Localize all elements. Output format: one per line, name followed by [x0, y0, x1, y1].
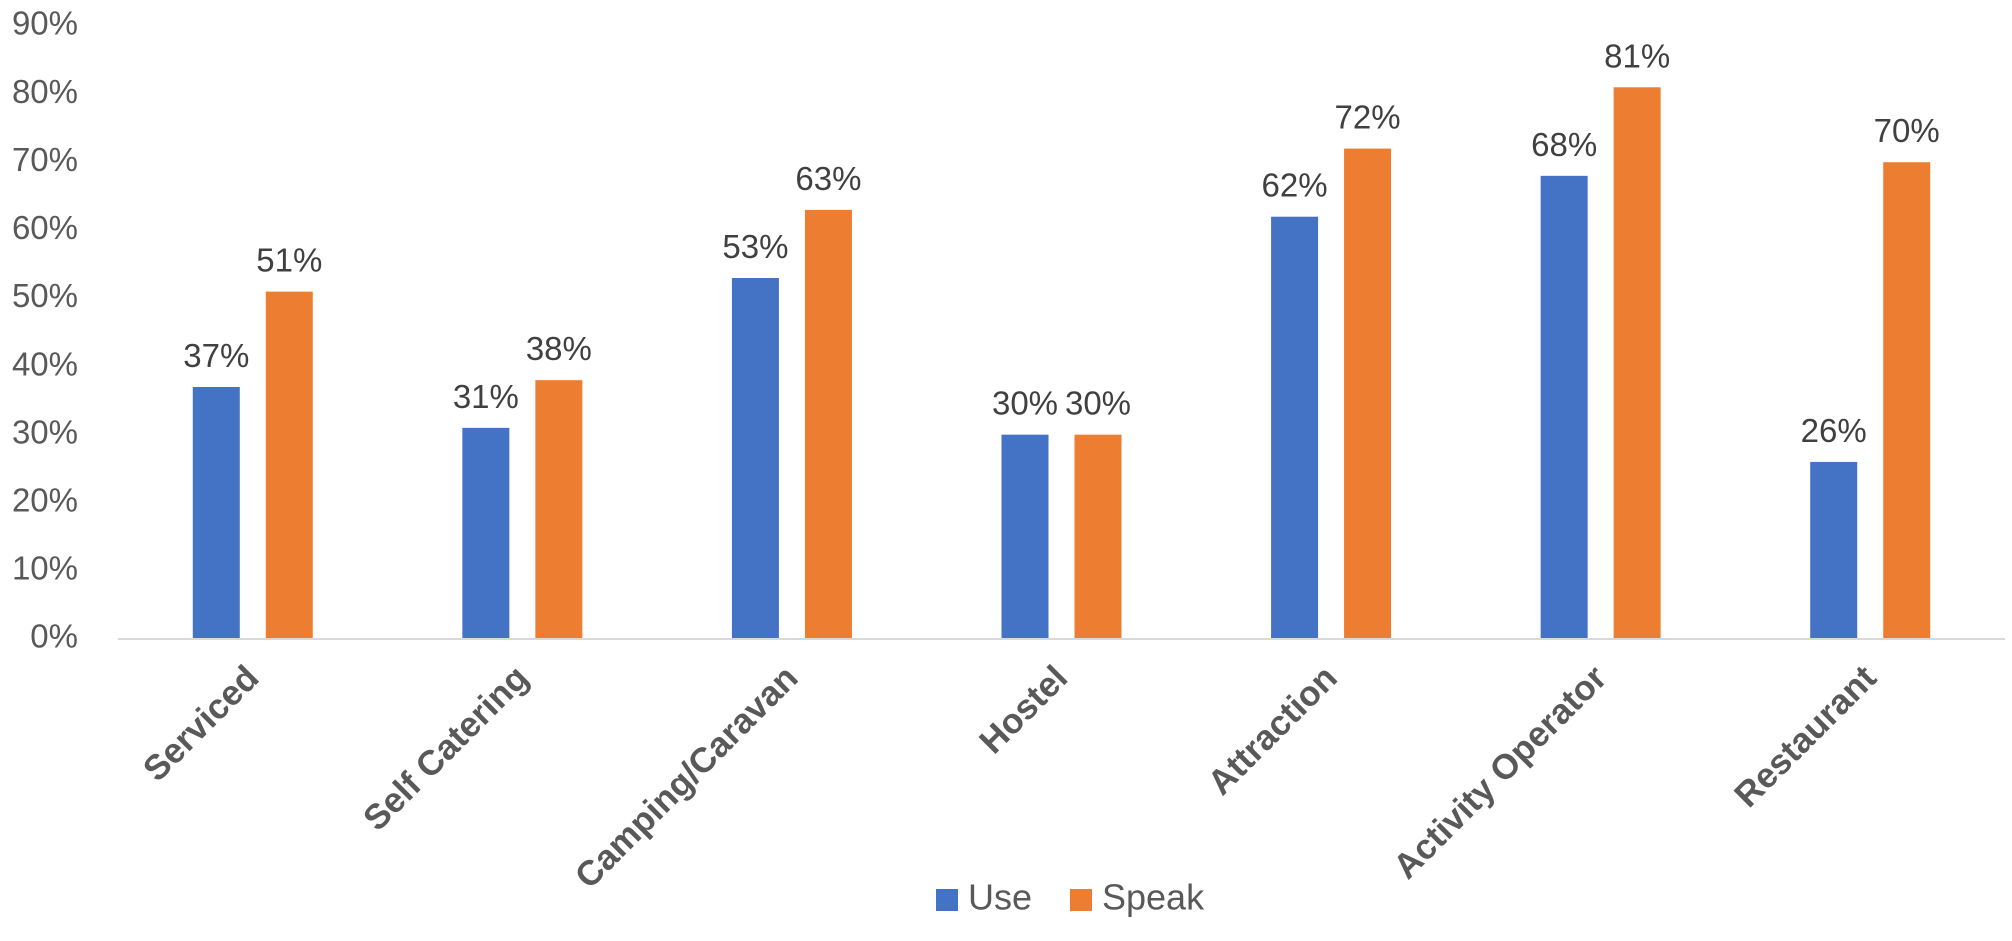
bar-speak [265, 291, 313, 639]
bar-use [1810, 461, 1858, 639]
y-tick-label: 20% [12, 481, 78, 518]
y-tick-label: 90% [12, 5, 78, 42]
legend: Use Speak [936, 877, 1205, 918]
legend-label-use: Use [968, 877, 1032, 918]
data-label-speak: 63% [795, 160, 861, 197]
bar-speak [1344, 148, 1392, 639]
data-label-speak: 38% [526, 330, 592, 367]
data-label-use: 37% [183, 337, 249, 374]
bar-use [192, 386, 240, 639]
data-label-speak: 51% [256, 242, 322, 279]
data-label-use: 31% [453, 378, 519, 415]
data-label-speak: 72% [1335, 99, 1401, 136]
y-tick-label: 10% [12, 550, 78, 587]
x-tick-label: Serviced [136, 658, 267, 789]
bar-use [1540, 175, 1588, 639]
y-tick-label: 30% [12, 413, 78, 450]
data-label-use: 30% [992, 385, 1058, 422]
y-tick-label: 50% [12, 277, 78, 314]
y-tick-label: 70% [12, 141, 78, 178]
data-label-use: 26% [1801, 412, 1867, 449]
x-tick-label: Activity Operator [1386, 658, 1615, 887]
legend-swatch-speak [1070, 889, 1092, 911]
data-label-use: 68% [1531, 126, 1597, 163]
x-tick-label: Self Catering [356, 658, 536, 838]
y-tick-label: 40% [12, 345, 78, 382]
y-axis-ticks: 0% 10% 20% 30% 40% 50% 60% 70% 80% 90% [12, 5, 78, 655]
x-axis-labels: Serviced Self Catering Camping/Caravan Host… [136, 658, 1884, 896]
bar-speak [804, 209, 852, 639]
y-tick-label: 60% [12, 209, 78, 246]
data-label-speak: 30% [1065, 385, 1131, 422]
data-label-use: 53% [722, 228, 788, 265]
legend-label-speak: Speak [1102, 877, 1205, 918]
bar-speak [1613, 87, 1661, 640]
bar-use [1271, 216, 1319, 639]
bar-use [462, 427, 510, 639]
y-tick-label: 0% [30, 618, 78, 655]
bar-speak [535, 380, 583, 639]
data-labels: 37% 51% 31%38% 53%63% 30% 30% 62%72% 68% 81% 26% 7… [183, 37, 1939, 449]
x-tick-label: Hostel [972, 658, 1075, 761]
y-tick-label: 80% [12, 73, 78, 110]
bar-speak [1883, 162, 1931, 639]
x-tick-label: Attraction [1200, 658, 1344, 802]
x-tick-label: Restaurant [1727, 658, 1884, 815]
x-tick-label: Camping/Caravan [568, 658, 806, 896]
bar-use [1001, 434, 1049, 639]
legend-swatch-use [936, 889, 958, 911]
data-label-speak: 70% [1874, 112, 1940, 149]
data-label-speak: 81% [1604, 37, 1670, 74]
data-label-use: 62% [1262, 167, 1328, 204]
bars [192, 87, 1931, 640]
bar-speak [1074, 434, 1122, 639]
bar-use [731, 278, 779, 639]
